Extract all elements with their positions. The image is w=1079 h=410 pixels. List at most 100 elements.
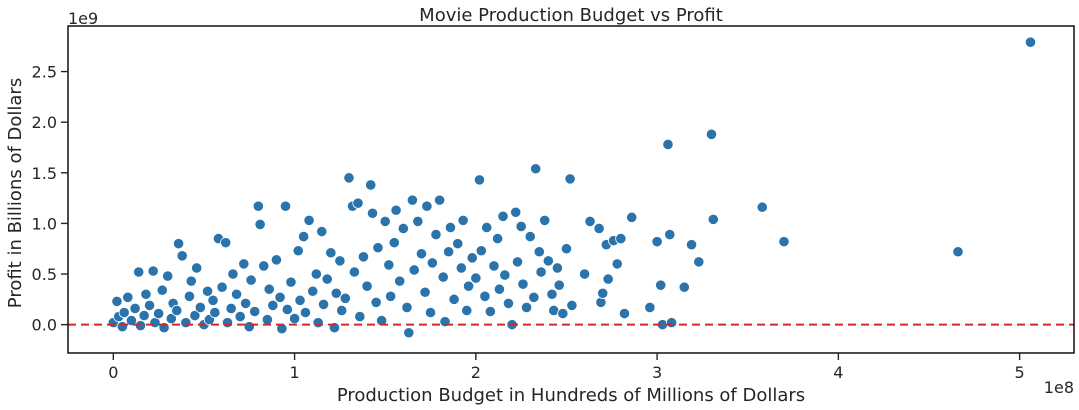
- data-point: [183, 290, 196, 302]
- data-point: [578, 268, 591, 280]
- data-point: [520, 301, 533, 314]
- y-tick-label: 0.0: [32, 316, 57, 335]
- x-tick-label: 3: [652, 363, 662, 382]
- data-point: [357, 251, 370, 263]
- data-point: [274, 291, 286, 303]
- data-point: [116, 321, 128, 333]
- data-point: [317, 298, 330, 311]
- points-layer: [107, 36, 1037, 339]
- data-point: [535, 266, 547, 278]
- data-point: [122, 291, 134, 303]
- data-point: [361, 280, 373, 292]
- data-point: [424, 306, 437, 319]
- data-point: [176, 250, 188, 262]
- data-point: [551, 262, 564, 274]
- data-point: [298, 230, 310, 243]
- data-point: [143, 299, 156, 312]
- data-point: [276, 323, 288, 335]
- data-point: [225, 302, 237, 315]
- data-point: [618, 307, 631, 320]
- data-point: [172, 238, 185, 250]
- data-point: [330, 287, 342, 299]
- data-point: [952, 246, 964, 258]
- data-point: [584, 215, 596, 227]
- data-point: [397, 222, 409, 235]
- data-point: [560, 243, 573, 255]
- data-point: [129, 302, 141, 315]
- y-tick-label: 1.5: [32, 164, 57, 183]
- data-point: [693, 256, 705, 268]
- data-point: [533, 246, 545, 258]
- data-point: [403, 327, 415, 339]
- data-point: [189, 309, 201, 322]
- data-point: [194, 301, 206, 314]
- data-point: [593, 222, 605, 235]
- data-point: [216, 281, 228, 293]
- data-point: [421, 200, 433, 212]
- data-point: [303, 214, 315, 226]
- data-point: [209, 306, 221, 319]
- data-point: [557, 307, 569, 320]
- data-point: [243, 321, 255, 333]
- data-point: [267, 299, 279, 312]
- data-point: [481, 221, 493, 234]
- data-point: [510, 206, 522, 218]
- data-point: [470, 272, 482, 284]
- data-point: [602, 273, 614, 285]
- data-point: [140, 288, 152, 300]
- data-point: [566, 299, 578, 312]
- data-point: [312, 317, 324, 329]
- data-point: [517, 278, 529, 290]
- data-point: [539, 214, 551, 226]
- data-point: [655, 279, 667, 291]
- data-point: [375, 315, 388, 327]
- x-tick-label: 2: [471, 363, 481, 382]
- x-axis: 0 1 2 3 4 5: [108, 353, 1025, 382]
- y-tick-label: 1.0: [32, 214, 57, 233]
- data-point: [252, 200, 264, 212]
- data-point: [394, 275, 406, 287]
- data-point: [279, 200, 292, 212]
- data-point: [354, 310, 366, 323]
- data-point: [299, 306, 312, 319]
- data-point: [452, 238, 464, 250]
- data-point: [227, 268, 239, 280]
- data-point: [475, 245, 487, 257]
- data-point: [665, 317, 678, 329]
- data-point: [457, 214, 469, 226]
- y-tick-label: 0.5: [32, 265, 57, 284]
- data-point: [401, 301, 413, 314]
- data-point: [336, 304, 348, 317]
- data-point: [261, 313, 273, 326]
- data-point: [461, 304, 473, 317]
- data-point: [153, 307, 165, 320]
- data-point: [343, 172, 355, 184]
- data-point: [162, 270, 174, 282]
- data-point: [484, 305, 496, 318]
- data-point: [488, 260, 500, 272]
- data-point: [426, 257, 438, 269]
- data-point: [339, 292, 351, 304]
- data-point: [553, 279, 565, 291]
- data-point: [240, 297, 252, 309]
- data-point: [615, 233, 627, 245]
- data-point: [597, 287, 609, 299]
- data-point: [270, 254, 283, 266]
- data-point: [348, 266, 360, 278]
- data-point: [644, 301, 656, 314]
- data-point: [325, 247, 337, 259]
- data-point: [180, 317, 192, 329]
- data-point: [388, 237, 400, 249]
- data-point: [125, 315, 138, 327]
- data-point: [595, 296, 607, 308]
- data-point: [258, 260, 270, 272]
- data-point: [370, 296, 382, 308]
- x-tick-label: 1: [289, 363, 299, 382]
- data-point: [524, 230, 536, 243]
- data-point: [685, 239, 698, 251]
- data-point: [515, 220, 527, 233]
- y-axis-label: Profit in Billions of Dollars: [5, 78, 26, 308]
- y-offset-label: 1e9: [68, 9, 98, 28]
- data-point: [238, 258, 250, 270]
